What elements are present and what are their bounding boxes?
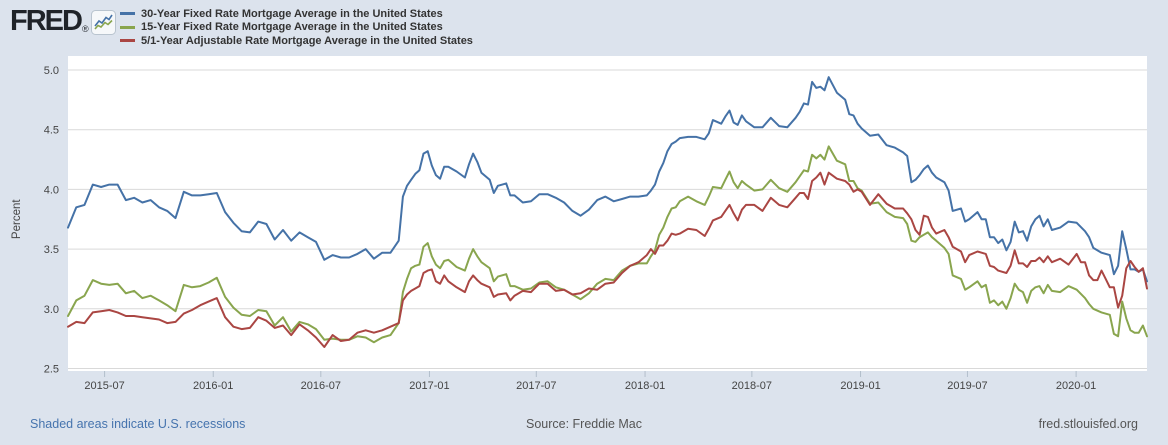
- x-tick-label: 2017-01: [409, 380, 449, 392]
- recessions-note-link[interactable]: Shaded areas indicate U.S. recessions: [30, 417, 246, 431]
- legend-item-0: 30-Year Fixed Rate Mortgage Average in t…: [120, 7, 473, 21]
- fred-logo-text: FRED: [10, 5, 83, 37]
- source-text: Source: Freddie Mac: [525, 417, 643, 431]
- x-tick-label: 2016-01: [193, 380, 233, 392]
- legend-label: 30-Year Fixed Rate Mortgage Average in t…: [141, 7, 443, 20]
- series-line-2: [67, 171, 1148, 348]
- y-tick-label: 4.0: [44, 184, 59, 196]
- fred-site-link[interactable]: fred.stlouisfed.org: [1038, 417, 1138, 431]
- chart-header: FRED ® 30-Year Fixed Rate Mortgage Avera…: [10, 5, 473, 47]
- series-line-0: [67, 76, 1148, 283]
- legend-swatch-icon: [120, 12, 135, 16]
- mortgage-rates-line-chart: 5.0 4.5 4.0 3.5 3.0 2.5 Percent 2015-07 2016-01 2…: [11, 56, 1148, 392]
- x-tick-label: 2017-07: [516, 380, 556, 392]
- fred-logo-chart-icon: [90, 10, 116, 35]
- fred-logo[interactable]: FRED ®: [10, 5, 116, 37]
- plot-background: [68, 56, 1147, 371]
- legend-item-1: 15-Year Fixed Rate Mortgage Average in t…: [120, 21, 473, 35]
- y-tick-label: 4.5: [44, 125, 59, 137]
- x-tick-label: 2019-01: [840, 380, 880, 392]
- y-tick-label: 3.5: [44, 244, 59, 256]
- y-tick-label: 2.5: [44, 364, 59, 376]
- x-tick-label: 2015-07: [84, 380, 124, 392]
- x-tick-label: 2018-07: [732, 380, 772, 392]
- y-tick-label: 5.0: [44, 65, 59, 77]
- x-tick-label: 2016-07: [301, 380, 341, 392]
- legend-swatch-icon: [120, 25, 135, 29]
- legend: 30-Year Fixed Rate Mortgage Average in t…: [120, 7, 473, 48]
- x-tick-label: 2019-07: [947, 380, 987, 392]
- legend-item-2: 5/1-Year Adjustable Rate Mortgage Averag…: [120, 34, 473, 48]
- legend-label: 15-Year Fixed Rate Mortgage Average in t…: [141, 21, 443, 34]
- fred-logo-registered-mark: ®: [81, 24, 89, 34]
- y-axis-title: Percent: [11, 199, 23, 239]
- legend-swatch-icon: [120, 39, 135, 43]
- series-line-1: [67, 145, 1148, 344]
- y-tick-label: 3.0: [44, 304, 59, 316]
- x-tick-label: 2018-01: [625, 380, 665, 392]
- x-tick-label: 2020-01: [1056, 380, 1096, 392]
- legend-label: 5/1-Year Adjustable Rate Mortgage Averag…: [141, 34, 473, 47]
